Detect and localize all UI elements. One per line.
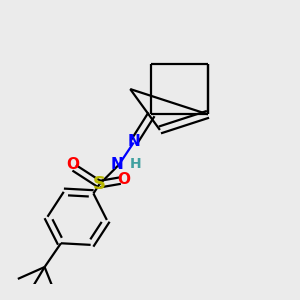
Text: O: O (66, 157, 79, 172)
Text: S: S (93, 175, 106, 193)
Text: N: N (127, 134, 140, 148)
Text: H: H (129, 157, 141, 171)
Text: O: O (117, 172, 130, 187)
Text: N: N (111, 157, 124, 172)
